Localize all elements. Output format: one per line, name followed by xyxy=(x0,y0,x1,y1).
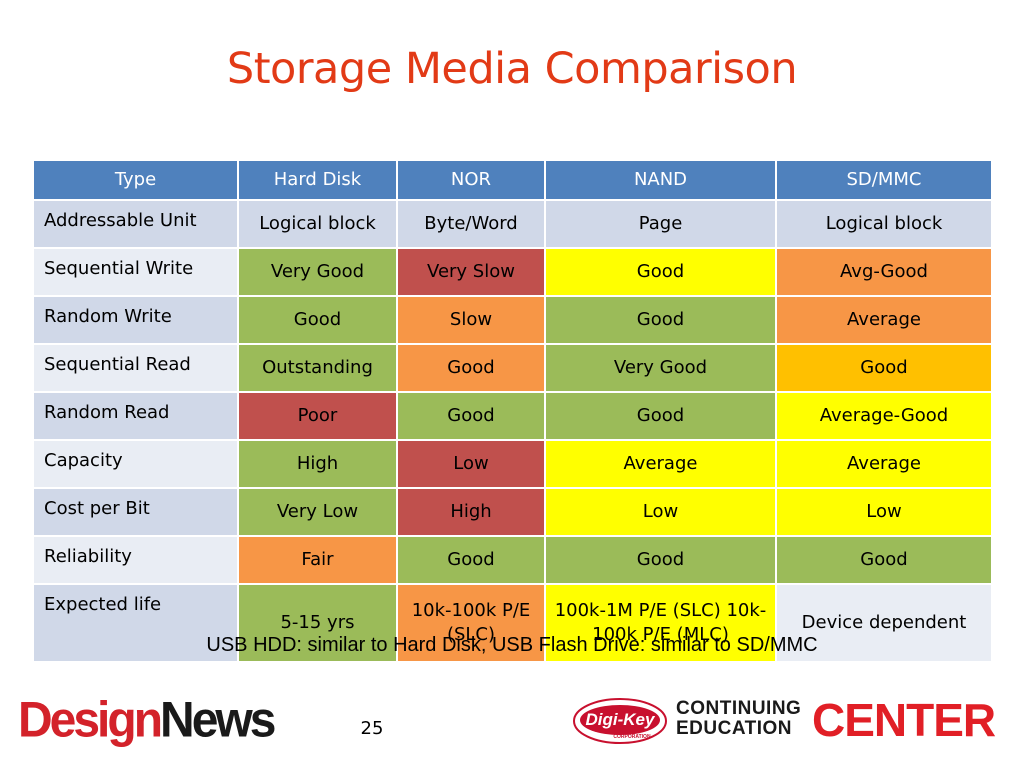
table-cell: Good xyxy=(237,295,398,345)
table-cell: Outstanding xyxy=(237,343,398,393)
table-header-row: Type Hard Disk NOR NAND SD/MMC xyxy=(32,159,993,201)
table-cell: Low xyxy=(396,439,546,489)
table-cell: Good xyxy=(396,535,546,585)
design-news-logo-left: Design xyxy=(18,692,163,749)
table-cell: Average xyxy=(775,439,993,489)
footnote: USB HDD: similar to Hard Disk, USB Flash… xyxy=(206,634,818,656)
digikey-logo: Digi-Key CORPORATION xyxy=(573,698,667,744)
cec-line-1: CONTINUING xyxy=(676,698,802,719)
header-sd-mmc: SD/MMC xyxy=(775,159,993,201)
table-cell: 100k-1M P/E (SLC) 10k-100k P/E (MLC) xyxy=(544,583,777,663)
table-cell: Average xyxy=(775,295,993,345)
header-type: Type xyxy=(32,159,239,201)
row-label: Sequential Read xyxy=(32,343,239,393)
table-cell: Logical block xyxy=(775,199,993,249)
table-cell: Good xyxy=(775,343,993,393)
table-row: Sequential Read Outstanding Good Very Go… xyxy=(32,343,993,393)
row-label: Capacity xyxy=(32,439,239,489)
table-cell: Very Low xyxy=(237,487,398,537)
table-cell: Device dependent xyxy=(775,583,993,663)
row-label: Cost per Bit xyxy=(32,487,239,537)
cec-center-text: CENTER xyxy=(812,694,996,746)
table-cell: Good xyxy=(775,535,993,585)
table-cell: Good xyxy=(544,535,777,585)
design-news-logo-right: News xyxy=(160,692,276,749)
table-row: Expected life 5-15 yrs 10k-100k P/E (SLC… xyxy=(32,583,993,663)
table-row: Sequential Write Very Good Very Slow Goo… xyxy=(32,247,993,297)
table-cell: Very Good xyxy=(544,343,777,393)
table-cell: Good xyxy=(544,295,777,345)
table-cell: Average-Good xyxy=(775,391,993,441)
header-hard-disk: Hard Disk xyxy=(237,159,398,201)
table-cell: 10k-100k P/E (SLC) xyxy=(396,583,546,663)
row-label: Random Read xyxy=(32,391,239,441)
table-row: Addressable Unit Logical block Byte/Word… xyxy=(32,199,993,249)
row-label: Reliability xyxy=(32,535,239,585)
row-label: Addressable Unit xyxy=(32,199,239,249)
table-cell: Very Good xyxy=(237,247,398,297)
table-cell: High xyxy=(237,439,398,489)
table-row: Cost per Bit Very Low High Low Low xyxy=(32,487,993,537)
slide-title: Storage Media Comparison xyxy=(226,44,798,94)
table-row: Reliability Fair Good Good Good xyxy=(32,535,993,585)
cec-line-2: EDUCATION xyxy=(676,718,793,739)
header-nor: NOR xyxy=(396,159,546,201)
table-row: Random Read Poor Good Good Average-Good xyxy=(32,391,993,441)
row-label: Sequential Write xyxy=(32,247,239,297)
table-cell: Page xyxy=(544,199,777,249)
table-cell: 5-15 yrs xyxy=(237,583,398,663)
table-cell: Low xyxy=(775,487,993,537)
row-label: Random Write xyxy=(32,295,239,345)
table-cell: Good xyxy=(396,391,546,441)
table-row: Capacity High Low Average Average xyxy=(32,439,993,489)
table-cell: Good xyxy=(544,391,777,441)
table-cell: Very Slow xyxy=(396,247,546,297)
table-cell: Fair xyxy=(237,535,398,585)
table-cell: Avg-Good xyxy=(775,247,993,297)
page-number: 25 xyxy=(360,718,384,739)
comparison-table: Type Hard Disk NOR NAND SD/MMC Addressab… xyxy=(32,159,993,663)
design-news-logo: DesignNews xyxy=(18,692,276,749)
table-cell: Logical block xyxy=(237,199,398,249)
table-row: Random Write Good Slow Good Average xyxy=(32,295,993,345)
table-cell: High xyxy=(396,487,546,537)
row-label: Expected life xyxy=(32,583,239,663)
digikey-logo-subtext: CORPORATION xyxy=(613,734,651,740)
table-cell: Good xyxy=(396,343,546,393)
digikey-logo-text: Digi-Key xyxy=(586,710,657,729)
header-nand: NAND xyxy=(544,159,777,201)
table-cell: Average xyxy=(544,439,777,489)
table-cell: Slow xyxy=(396,295,546,345)
table-cell: Good xyxy=(544,247,777,297)
table-cell: Poor xyxy=(237,391,398,441)
table-cell: Low xyxy=(544,487,777,537)
table-cell: Byte/Word xyxy=(396,199,546,249)
